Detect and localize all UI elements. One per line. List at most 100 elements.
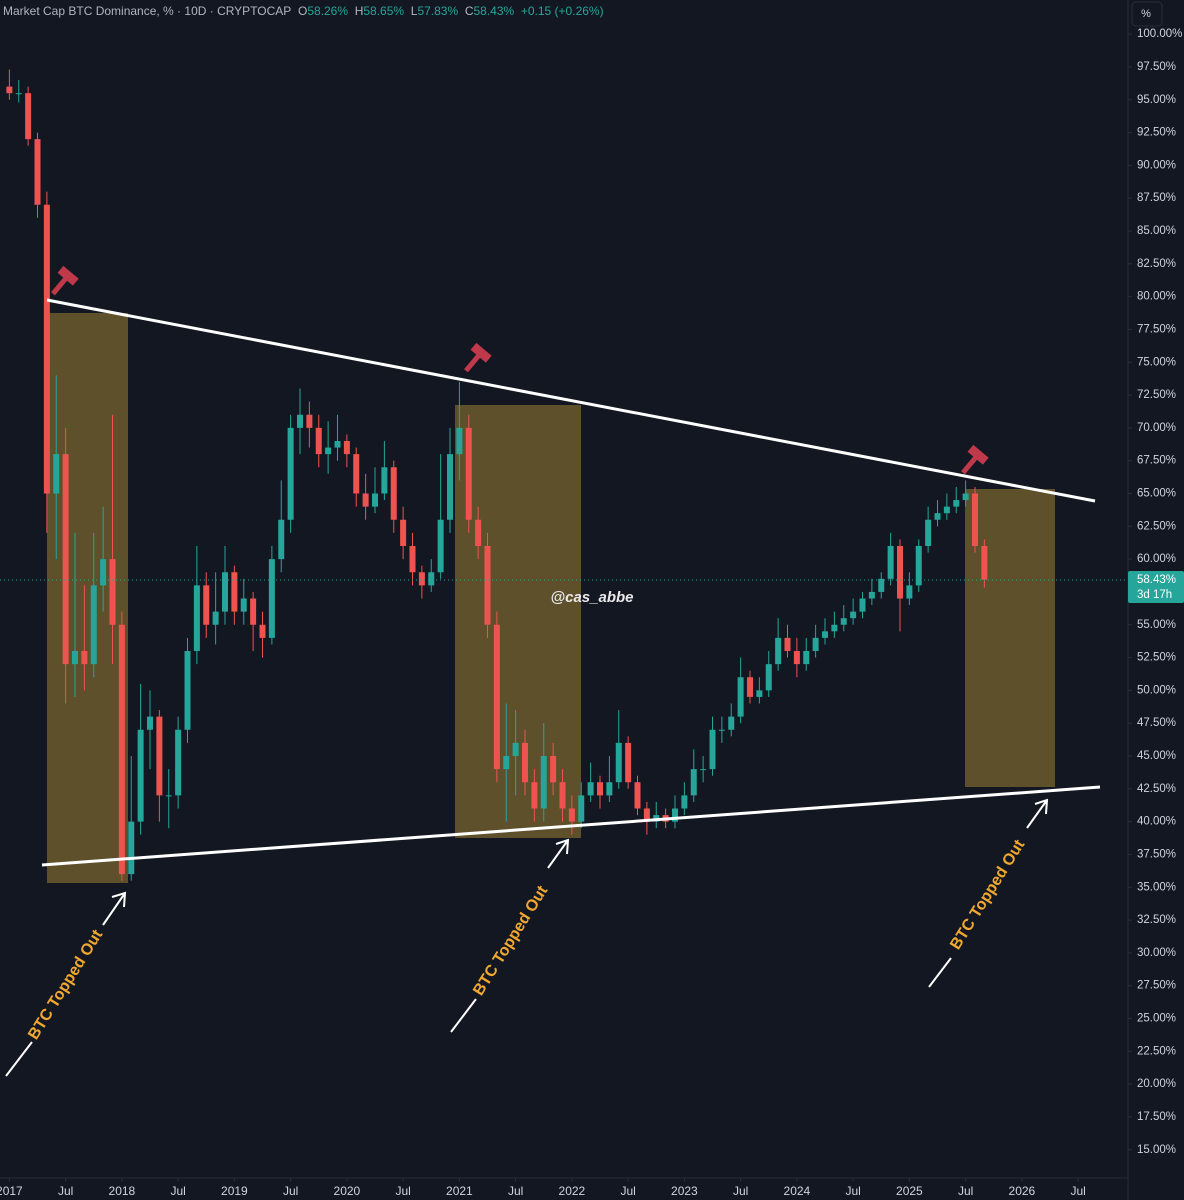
x-tick-label: 2018	[109, 1184, 136, 1198]
y-tick-label: 27.50%	[1137, 980, 1176, 992]
candle-body	[297, 414, 303, 428]
candles	[6, 69, 988, 881]
arrow	[450, 838, 570, 1033]
y-tick-label: 90.00%	[1137, 159, 1176, 171]
lower-trendline	[41, 785, 1101, 867]
candle-body	[681, 795, 688, 809]
candle-body	[100, 559, 107, 586]
candle-body	[240, 598, 247, 612]
candle-body	[43, 204, 50, 494]
candle-body	[362, 493, 369, 507]
upper-trendline	[46, 298, 1096, 503]
x-tick-label: Jul	[620, 1184, 635, 1198]
x-tick-label: 2022	[559, 1184, 586, 1198]
candle-body	[250, 598, 257, 625]
y-tick-label: 92.50%	[1137, 127, 1176, 139]
candle-body	[287, 427, 294, 520]
x-tick-label: Jul	[170, 1184, 185, 1198]
candle-body	[925, 519, 932, 546]
y-tick-label: 75.00%	[1137, 356, 1176, 368]
x-tick-label: 2026	[1009, 1184, 1036, 1198]
candle-body	[456, 427, 463, 455]
y-tick-label: 95.00%	[1137, 94, 1176, 106]
scale-button-label[interactable]: %	[1141, 8, 1151, 20]
candle-body	[203, 585, 210, 625]
y-tick-label: 40.00%	[1137, 816, 1176, 828]
candle-body	[700, 769, 707, 771]
candle-body	[897, 546, 903, 599]
candle-body	[193, 585, 200, 651]
scale-button[interactable]	[1131, 1, 1163, 27]
x-tick-label: 2020	[334, 1184, 361, 1198]
x-tick-label: 2025	[896, 1184, 923, 1198]
y-tick-label: 25.00%	[1137, 1013, 1176, 1025]
candle-body	[25, 93, 32, 140]
y-tick-label: 70.00%	[1137, 422, 1176, 434]
candle-body	[259, 624, 266, 638]
candle-body	[372, 493, 378, 507]
hammer-icons	[51, 265, 989, 475]
x-tick-label: 2017	[0, 1184, 23, 1198]
candle-body	[756, 690, 763, 697]
candle-body	[53, 454, 60, 494]
y-tick-label: 65.00%	[1137, 488, 1176, 500]
candle-body	[137, 729, 144, 822]
candle-body	[906, 585, 913, 599]
y-tick-label: 32.50%	[1137, 914, 1176, 926]
candle-body	[147, 716, 153, 730]
y-tick-label: 67.50%	[1137, 455, 1176, 467]
y-tick-label: 42.50%	[1137, 783, 1176, 795]
candle-body	[643, 808, 650, 822]
arrows	[5, 798, 1049, 1077]
l-label: L	[410, 4, 418, 18]
y-tick-label: 87.50%	[1137, 192, 1176, 204]
y-tick-label: 20.00%	[1137, 1078, 1176, 1090]
y-tick-label: 77.50%	[1137, 323, 1176, 335]
candle-body	[840, 618, 847, 625]
hammer-icon	[51, 265, 79, 296]
arrow	[928, 798, 1049, 988]
candle-body	[672, 808, 678, 822]
candle-body	[503, 756, 510, 770]
y-tick-label: 35.00%	[1137, 881, 1176, 893]
x-tick-label: 2024	[784, 1184, 811, 1198]
h-label: H	[354, 4, 364, 18]
y-tick-label: 17.50%	[1137, 1111, 1176, 1123]
o-label: O	[297, 4, 308, 18]
candle-body	[484, 546, 491, 625]
candle-body	[943, 506, 950, 514]
candle-body	[868, 591, 875, 599]
candle-body	[268, 559, 275, 638]
candle-body	[437, 519, 444, 573]
candle-body	[475, 519, 482, 546]
candle-body	[634, 782, 641, 809]
watermark: @cas_abbe	[550, 589, 633, 606]
bar-countdown: 3d 17h	[1137, 589, 1172, 601]
candle-body	[128, 821, 135, 875]
candle-body	[390, 467, 397, 520]
candle-body	[784, 637, 791, 651]
candle-body	[747, 677, 753, 697]
l-value: 57.83%	[417, 4, 459, 18]
candle-body	[531, 782, 538, 809]
candle-body	[62, 454, 69, 665]
x-tick-label: 2023	[671, 1184, 698, 1198]
candle-body	[962, 493, 969, 501]
candle-body	[765, 664, 772, 691]
candle-body	[353, 454, 360, 494]
candle-body	[718, 729, 725, 731]
candle-body	[690, 769, 697, 796]
x-tick-label: Jul	[958, 1184, 973, 1198]
y-tick-label: 72.50%	[1137, 389, 1176, 401]
candle-body	[465, 427, 472, 520]
candle-body	[165, 795, 172, 797]
y-tick-label: 85.00%	[1137, 225, 1176, 237]
candle-body	[878, 578, 885, 592]
candle-body	[212, 611, 219, 625]
x-tick-label: 2019	[221, 1184, 248, 1198]
y-tick-label: 52.50%	[1137, 652, 1176, 664]
change: +0.15 (+0.26%)	[520, 4, 604, 18]
candle-body	[72, 651, 78, 665]
